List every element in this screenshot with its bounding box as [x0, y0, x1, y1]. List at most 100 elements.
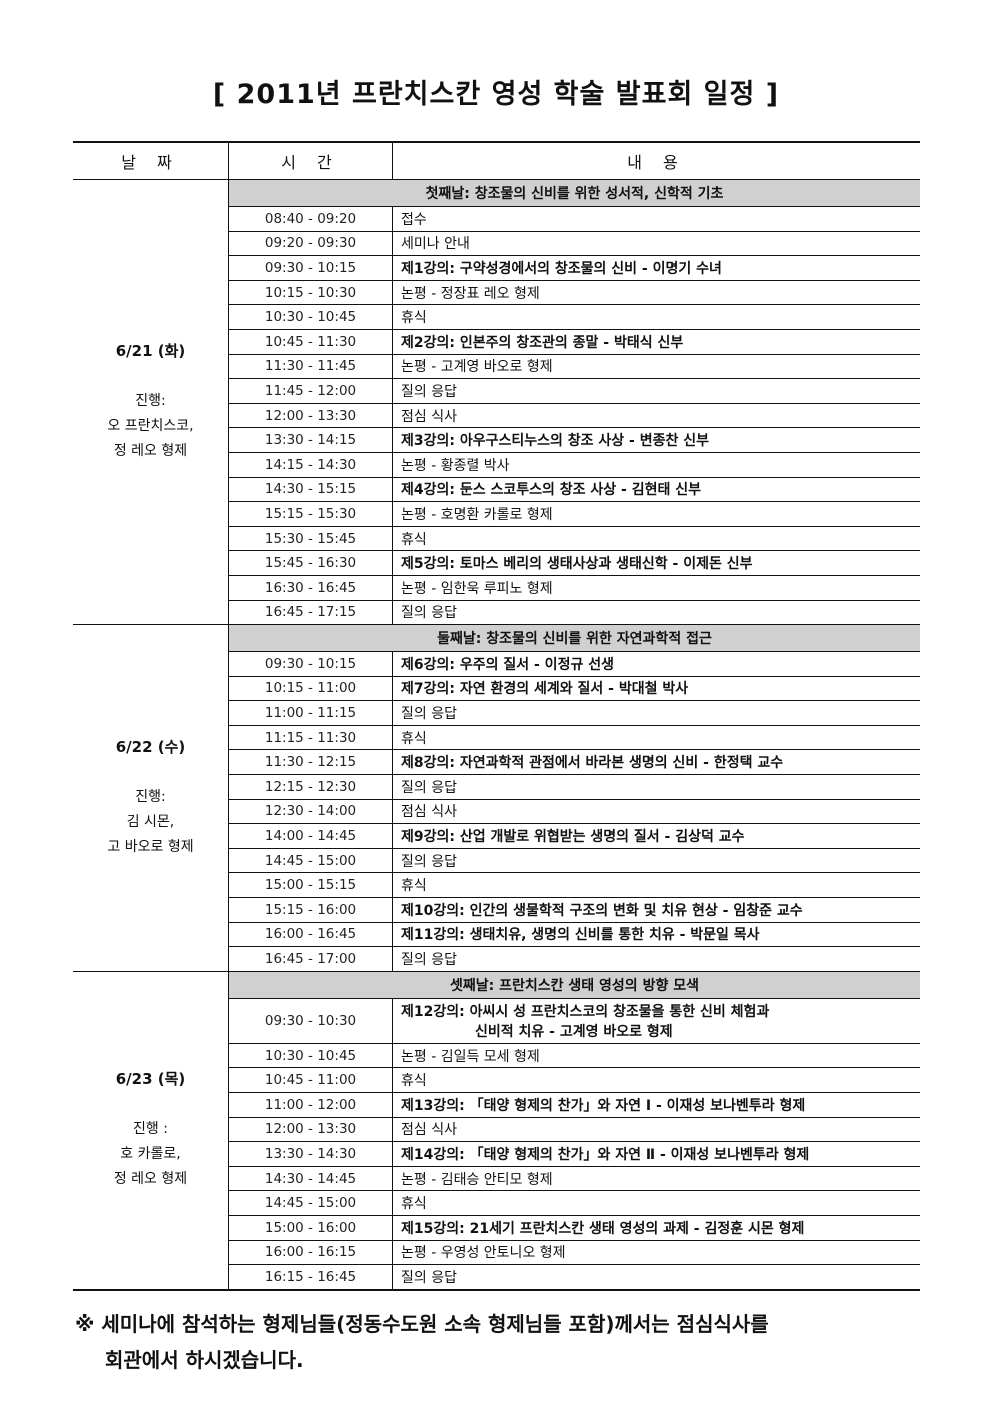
time-cell: 14:30 - 14:45	[228, 1166, 393, 1192]
content-text: 휴식	[401, 878, 427, 895]
date-label: 6/23 (목)	[115, 1070, 186, 1089]
content-text: 휴식	[401, 310, 427, 327]
content-text: 제12강의: 아씨시 성 프란치스코의 창조물을 통한 신비 체험과	[401, 1003, 770, 1020]
table-row: 14:00 - 14:45 제9강의: 산업 개발로 위협받는 생명의 질서 - …	[73, 823, 920, 849]
content-cell: 휴식	[392, 725, 920, 751]
content-text: 논평 - 우영성 안토니오 형제	[401, 1245, 566, 1262]
content-cell: 세미나 안내	[392, 231, 920, 257]
time-cell: 10:15 - 11:00	[228, 676, 393, 702]
header-time: 시 간	[228, 142, 393, 180]
content-cell: 제13강의: 「태양 형제의 찬가」와 자연 Ⅰ - 이재성 보나벤투라 형제	[392, 1092, 920, 1118]
time-cell: 15:00 - 16:00	[228, 1215, 393, 1241]
content-text: 제8강의: 자연과학적 관점에서 바라본 생명의 신비 - 한정택 교수	[401, 755, 784, 772]
table-row: 11:15 - 11:30 휴식	[73, 725, 920, 751]
time-cell: 09:20 - 09:30	[228, 231, 393, 257]
table-row: 10:45 - 11:30 제2강의: 인본주의 창조관의 종말 - 박태식 신부	[73, 329, 920, 355]
table-row: 11:00 - 11:15 질의 응답	[73, 700, 920, 726]
table-row: 14:15 - 14:30 논평 - 황종렬 박사	[73, 452, 920, 478]
content-cell: 논평 - 김태승 안티모 형제	[392, 1166, 920, 1192]
content-cell: 질의 응답	[392, 1264, 920, 1291]
time-cell: 12:00 - 13:30	[228, 1117, 393, 1143]
content-cell: 제1강의: 구약성경에서의 창조물의 신비 - 이명기 수녀	[392, 255, 920, 281]
content-cell: 제9강의: 산업 개발로 위협받는 생명의 질서 - 김상덕 교수	[392, 823, 920, 849]
content-text: 논평 - 황종렬 박사	[401, 457, 510, 474]
table-row: 11:45 - 12:00 질의 응답	[73, 378, 920, 404]
table-row: 14:45 - 15:00 질의 응답	[73, 848, 920, 874]
content-cell: 휴식	[392, 526, 920, 552]
table-row: 11:30 - 12:15 제8강의: 자연과학적 관점에서 바라본 생명의 신비…	[73, 749, 920, 776]
content-text: 점심 식사	[401, 804, 457, 821]
content-cell: 휴식	[392, 872, 920, 899]
day-heading: 둘째날: 창조물의 신비를 위한 자연과학적 접근	[228, 624, 920, 653]
time-cell: 09:30 - 10:15	[228, 651, 393, 677]
content-cell: 휴식	[392, 304, 920, 330]
table-row: 15:00 - 16:00 제15강의: 21세기 프란치스칸 생태 영성의 과제…	[73, 1215, 920, 1241]
content-cell: 점심 식사	[392, 1117, 920, 1143]
content-cell: 논평 - 우영성 안토니오 형제	[392, 1240, 920, 1266]
time-cell: 10:45 - 11:00	[228, 1067, 393, 1093]
time-cell: 15:15 - 16:00	[228, 897, 393, 923]
time-cell: 08:40 - 09:20	[228, 206, 393, 232]
table-row: 14:30 - 14:45 논평 - 김태승 안티모 형제	[73, 1166, 920, 1192]
content-cell: 제3강의: 아우구스티누스의 창조 사상 - 변종찬 신부	[392, 427, 920, 453]
content-text-line2: 신비적 치유 - 고계영 바오로 형제	[475, 1023, 673, 1040]
day-heading-row: 6/23 (목) 진행 : 호 카롤로, 정 레오 형제 셋째날: 프란치스칸 생태 영…	[73, 970, 920, 1291]
table-row: 12:00 - 13:30 점심 식사	[73, 403, 920, 429]
footer-line-1: ※ 세미나에 참석하는 형제님들(정동수도원 소속 형제님들 포함)께서는 점심…	[75, 1312, 769, 1336]
time-cell: 11:00 - 11:15	[228, 700, 393, 726]
time-cell: 16:15 - 16:45	[228, 1264, 393, 1291]
date-label: 6/22 (수)	[115, 737, 186, 756]
content-text: 논평 - 김태승 안티모 형제	[401, 1171, 553, 1188]
host-line: 진행:	[135, 788, 166, 805]
time-cell: 10:30 - 10:45	[228, 1043, 393, 1069]
date-cell: 6/22 (수) 진행: 김 시몬, 고 바오로 형제	[73, 624, 229, 972]
table-row: 16:00 - 16:15 논평 - 우영성 안토니오 형제	[73, 1240, 920, 1266]
table-row: 09:30 - 10:30 제12강의: 아씨시 성 프란치스코의 창조물을 통한…	[73, 998, 920, 1044]
page-title: [ 2011년 프란치스칸 영성 학술 발표회 일정 ]	[212, 79, 780, 110]
time-cell: 09:30 - 10:30	[228, 998, 393, 1044]
content-text: 질의 응답	[401, 706, 457, 723]
content-text: 점심 식사	[401, 408, 457, 425]
time-cell: 12:15 - 12:30	[228, 774, 393, 800]
content-text: 휴식	[401, 1196, 427, 1213]
content-text: 제11강의: 생태치유, 생명의 신비를 통한 치유 - 박문일 목사	[401, 927, 760, 944]
content-text: 질의 응답	[401, 853, 457, 870]
content-text: 논평 - 고계영 바오로 형제	[401, 359, 553, 376]
table-row: 09:20 - 09:30 세미나 안내	[73, 231, 920, 257]
content-cell: 질의 응답	[392, 600, 920, 626]
host-line: 정 레오 형제	[113, 443, 188, 460]
footer-line-2: 회관에서 하시겠습니다.	[105, 1348, 304, 1372]
schedule-table: 날 짜 시 간 내 용 6/21 (화) 진행: 오 프란치스코, 정 레오 형제 첫째…	[73, 141, 920, 1291]
table-row: 08:40 - 09:20 접수	[73, 206, 920, 232]
table-row: 16:15 - 16:45 질의 응답	[73, 1264, 920, 1291]
host-line: 호 카롤로,	[120, 1146, 181, 1163]
content-cell: 질의 응답	[392, 848, 920, 874]
content-cell: 제10강의: 인간의 생물학적 구조의 변화 및 치유 현상 - 임창준 교수	[392, 897, 920, 923]
time-cell: 12:00 - 13:30	[228, 403, 393, 429]
time-cell: 16:00 - 16:45	[228, 922, 393, 948]
time-cell: 11:00 - 12:00	[228, 1092, 393, 1118]
content-text: 질의 응답	[401, 1269, 457, 1286]
day-heading-row: 6/21 (화) 진행: 오 프란치스코, 정 레오 형제 첫째날: 창조물의 신비를 …	[73, 179, 920, 626]
content-text: 질의 응답	[401, 779, 457, 796]
host-line: 정 레오 형제	[113, 1171, 188, 1188]
content-cell: 제7강의: 자연 환경의 세계와 질서 - 박대철 박사	[392, 676, 920, 702]
content-text: 질의 응답	[401, 952, 457, 969]
time-cell: 11:30 - 12:15	[228, 749, 393, 776]
content-cell: 제14강의: 「태양 형제의 찬가」와 자연 Ⅱ - 이재성 보나벤투라 형제	[392, 1141, 920, 1167]
content-text: 제3강의: 아우구스티누스의 창조 사상 - 변종찬 신부	[401, 433, 709, 450]
content-cell: 질의 응답	[392, 774, 920, 800]
content-text: 논평 - 김일득 모세 형제	[401, 1048, 540, 1065]
content-text: 휴식	[401, 1073, 427, 1090]
time-cell: 14:00 - 14:45	[228, 823, 393, 849]
time-cell: 13:30 - 14:30	[228, 1141, 393, 1167]
table-row: 09:30 - 10:15 제6강의: 우주의 질서 - 이정규 선생	[73, 651, 920, 677]
time-cell: 14:15 - 14:30	[228, 452, 393, 478]
table-row: 15:15 - 15:30 논평 - 호명환 카롤로 형제	[73, 501, 920, 527]
content-cell: 논평 - 호명환 카롤로 형제	[392, 501, 920, 527]
content-text: 제14강의: 「태양 형제의 찬가」와 자연 Ⅱ - 이재성 보나벤투라 형제	[401, 1146, 810, 1163]
content-cell: 제2강의: 인본주의 창조관의 종말 - 박태식 신부	[392, 329, 920, 355]
content-text: 제1강의: 구약성경에서의 창조물의 신비 - 이명기 수녀	[401, 260, 722, 277]
content-cell: 논평 - 고계영 바오로 형제	[392, 354, 920, 380]
